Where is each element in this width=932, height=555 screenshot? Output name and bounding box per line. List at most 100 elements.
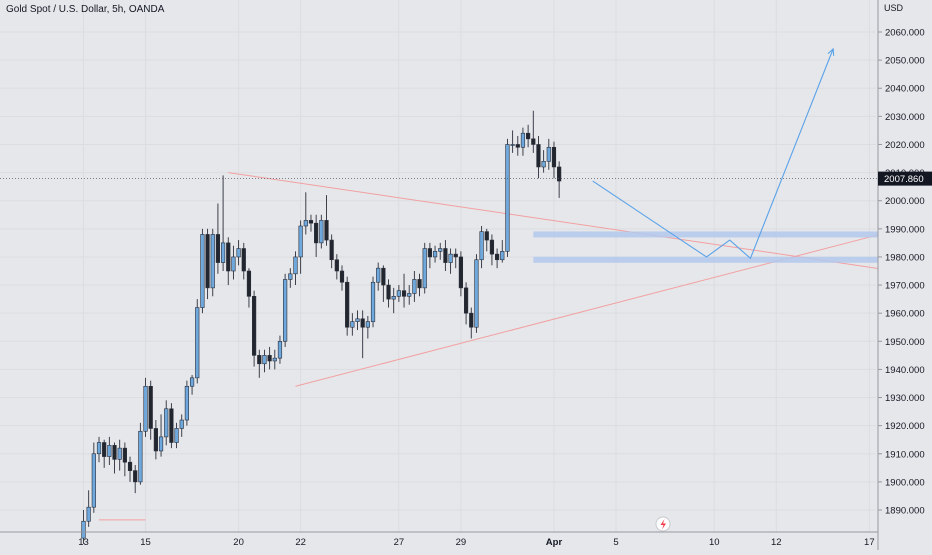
candle <box>96 436 102 463</box>
candle-body <box>339 270 345 283</box>
candle-body <box>246 270 252 297</box>
candle-body <box>458 256 464 289</box>
candle-body <box>184 385 190 421</box>
candle-body <box>453 253 458 258</box>
candle-body <box>267 355 272 362</box>
candle-body <box>324 220 329 241</box>
candle-body <box>381 267 386 286</box>
candle <box>520 127 526 156</box>
candle <box>422 242 427 294</box>
candles <box>81 110 562 544</box>
price-tick-label: 1930.000 <box>885 393 925 404</box>
candle-body <box>179 419 184 429</box>
candle <box>360 310 365 359</box>
candle <box>91 442 96 513</box>
projection-path <box>592 47 835 260</box>
candle <box>407 285 412 305</box>
price-tick-label: 1970.000 <box>885 281 925 292</box>
projection-arrowhead <box>827 47 835 56</box>
candle-body <box>200 234 205 308</box>
time-tick-label: Apr <box>546 537 563 548</box>
candle-body <box>350 321 355 328</box>
candle-body <box>220 242 226 263</box>
candle-body <box>91 453 96 508</box>
candle-body <box>293 256 298 275</box>
candle-body <box>417 279 422 289</box>
candle <box>505 138 510 257</box>
candle <box>148 380 153 440</box>
candle-body <box>148 385 153 429</box>
candle <box>195 299 200 384</box>
candle <box>164 400 169 446</box>
candle-body <box>345 281 350 328</box>
candle-body <box>376 267 381 283</box>
candle <box>474 254 479 333</box>
candle <box>526 124 531 148</box>
candle-body <box>401 290 407 297</box>
candle-body <box>536 144 541 168</box>
price-tick-label: 2030.000 <box>885 112 925 123</box>
candle-body <box>86 506 91 522</box>
candle <box>551 141 557 179</box>
candle <box>252 290 257 367</box>
candle-body <box>303 220 308 227</box>
candle-body <box>189 377 195 387</box>
candle-body <box>169 408 174 443</box>
candle <box>458 251 464 297</box>
candle <box>122 442 127 477</box>
candle <box>376 262 381 291</box>
candle <box>86 490 91 527</box>
candle <box>479 226 484 269</box>
time-tick-label: 20 <box>233 537 244 548</box>
candle-body <box>288 273 293 280</box>
candle <box>298 220 303 274</box>
price-tick-label: 2050.000 <box>885 56 925 67</box>
candle-body <box>143 385 148 432</box>
candle-body <box>489 239 495 255</box>
candle-body <box>236 248 241 258</box>
time-tick-label: 22 <box>295 537 306 548</box>
candle <box>241 242 246 280</box>
price-tick-label: 2040.000 <box>885 84 925 95</box>
candle <box>210 228 215 297</box>
candle-body <box>479 231 484 261</box>
candle <box>272 349 277 370</box>
chart-title: Gold Spot / U.S. Dollar, 5h, OANDA <box>6 4 165 15</box>
last-price-badge-bg <box>878 171 932 186</box>
candle <box>448 248 453 274</box>
candle <box>226 237 231 286</box>
candle <box>412 271 417 302</box>
candle <box>541 150 546 173</box>
price-axis-bg <box>878 0 932 550</box>
candle <box>319 214 324 249</box>
candle-body <box>133 470 138 483</box>
candle-body <box>422 248 427 289</box>
candle-body <box>277 340 283 359</box>
candle-body <box>438 248 443 252</box>
candle <box>443 240 448 271</box>
time-tick-label: 29 <box>456 537 467 548</box>
projection-line <box>592 48 834 260</box>
candle-body <box>474 259 479 328</box>
zone-band <box>533 256 880 263</box>
price-tick-label: 1940.000 <box>885 365 925 376</box>
candle <box>438 242 443 260</box>
candle <box>158 414 164 457</box>
candle-body <box>257 355 262 365</box>
candle-body <box>107 445 112 457</box>
candle-body <box>432 251 438 258</box>
candle <box>127 456 133 482</box>
candle-body <box>531 138 536 145</box>
candle <box>288 268 293 288</box>
lightning-icon[interactable] <box>655 516 671 532</box>
candle <box>500 240 505 263</box>
candle-body <box>81 520 86 539</box>
candle-body <box>510 144 515 146</box>
candle <box>334 254 339 280</box>
candle <box>350 313 355 336</box>
candle-body <box>360 318 365 328</box>
candle-body <box>391 296 396 300</box>
candle-body <box>96 442 102 455</box>
